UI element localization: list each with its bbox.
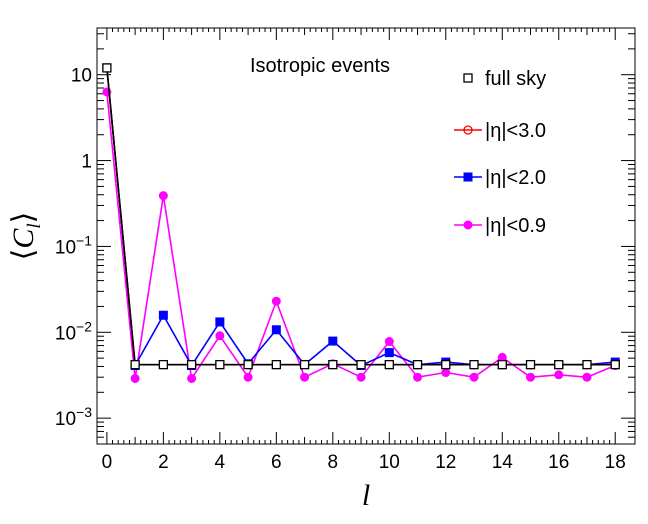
data-point: [610, 359, 620, 370]
legend: full sky |η|<3.0 |η|<2.0 |η|<0.9: [454, 68, 546, 237]
y-tick-label: 10−3: [55, 404, 92, 430]
data-point: [158, 359, 169, 370]
data-point: [582, 359, 592, 370]
series-0: [102, 63, 620, 370]
data-point: [215, 331, 225, 341]
series-layer: [102, 63, 620, 383]
data-point: [356, 372, 366, 382]
data-point: [525, 359, 536, 370]
data-point: [412, 359, 423, 370]
y-axis-title: ⟨Cl⟩: [7, 212, 45, 261]
data-point: [187, 373, 197, 383]
data-point: [356, 359, 366, 370]
data-point: [186, 359, 197, 370]
data-point: [554, 370, 564, 380]
data-point: [469, 372, 479, 382]
x-tick-label: 2: [158, 452, 169, 473]
x-tick-label: 14: [492, 452, 514, 473]
data-point: [271, 325, 281, 335]
data-point: [384, 337, 394, 347]
svg-text:⟨Cl⟩: ⟨Cl⟩: [7, 212, 45, 261]
data-point: [243, 372, 253, 382]
data-point: [384, 359, 394, 370]
data-point: [158, 191, 168, 201]
data-point: [441, 368, 451, 378]
data-point: [243, 359, 253, 370]
y-axis-title-bracket-left: ⟨: [7, 249, 40, 261]
y-tick-exponent: −2: [76, 318, 92, 334]
y-tick-exponent: −1: [76, 232, 92, 248]
x-tick-label: 12: [435, 452, 456, 473]
plot-frame: [96, 27, 636, 445]
legend-label: |η|<2.0: [485, 167, 546, 189]
data-point: [497, 359, 507, 370]
y-tick-base: 10: [71, 66, 92, 87]
data-point: [215, 359, 225, 370]
x-tick-label: 18: [605, 452, 626, 473]
y-axis-title-main: C: [7, 228, 40, 249]
data-point: [413, 372, 423, 382]
data-point: [300, 372, 310, 382]
data-point: [554, 359, 564, 370]
legend-marker: [463, 220, 473, 230]
chart-title: Isotropic events: [250, 55, 390, 77]
legend-marker: [463, 125, 473, 135]
legend-entry: full sky: [463, 68, 546, 90]
y-tick-label: 10−1: [55, 232, 92, 258]
data-point: [215, 317, 225, 327]
legend-marker: [463, 73, 473, 83]
data-point: [102, 63, 112, 73]
legend-marker: [463, 172, 473, 182]
data-point: [130, 359, 140, 370]
data-point: [526, 372, 536, 382]
data-point: [158, 310, 168, 320]
y-tick-label: 10: [71, 66, 92, 87]
x-tick-label: 4: [215, 452, 226, 473]
x-axis-title: l: [362, 479, 370, 512]
x-tick-label: 10: [379, 452, 400, 473]
legend-entry: |η|<0.9: [454, 215, 546, 237]
data-point: [299, 359, 310, 370]
y-tick-label: 10−2: [55, 318, 92, 344]
data-point: [469, 359, 479, 370]
y-axis-title-bracket-right: ⟩: [7, 212, 40, 224]
legend-entry: |η|<2.0: [454, 167, 546, 189]
data-point: [441, 359, 451, 370]
x-tick-label: 8: [328, 452, 339, 473]
data-point: [130, 373, 140, 383]
x-tick-label: 6: [271, 452, 282, 473]
y-axis-title-sub: l: [24, 223, 45, 228]
data-point: [328, 336, 338, 346]
y-tick-base: 1: [81, 152, 92, 173]
legend-entry: |η|<3.0: [454, 120, 546, 142]
y-tick-label: 1: [81, 152, 92, 173]
y-tick-exponent: −3: [76, 404, 92, 420]
y-tick-base: 10: [55, 409, 76, 430]
data-point: [271, 359, 281, 370]
data-point: [384, 348, 394, 358]
data-point: [271, 296, 281, 306]
legend-label: |η|<0.9: [485, 215, 546, 237]
x-tick-label: 0: [102, 452, 113, 473]
legend-label: full sky: [485, 68, 546, 90]
data-point: [582, 372, 592, 382]
data-point: [328, 359, 338, 370]
y-tick-base: 10: [55, 323, 76, 344]
x-tick-label: 16: [548, 452, 569, 473]
y-tick-base: 10: [55, 237, 76, 258]
legend-label: |η|<3.0: [485, 120, 546, 142]
